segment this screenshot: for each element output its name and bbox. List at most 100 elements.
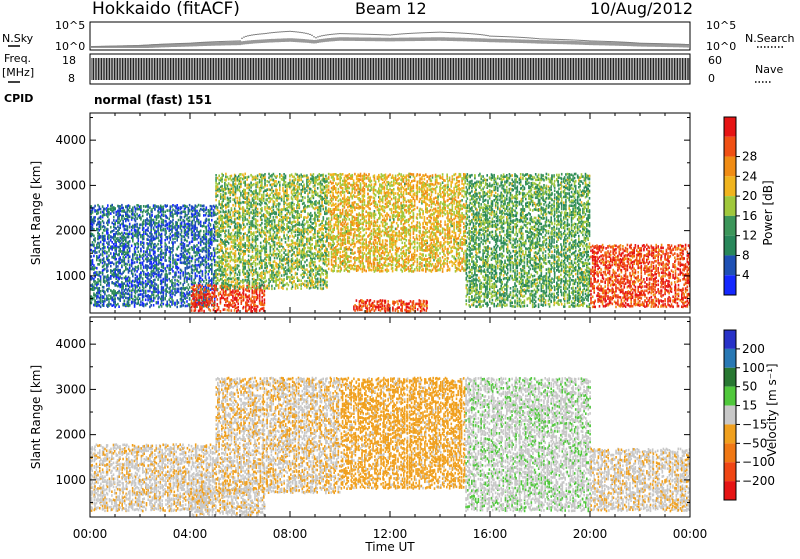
heatmap-cell [202,209,204,212]
beam-title: Beam 12 [355,0,427,18]
heatmap-cell [99,263,101,266]
heatmap-cell [237,302,239,305]
nsearch-point [340,33,341,34]
nsearch-point [192,43,193,44]
nsearch-point [656,43,657,44]
heatmap-cell [108,241,110,244]
heatmap-cell [100,225,102,228]
heatmap-cell [143,271,145,274]
nsearch-point [292,31,293,32]
nsearch-point [522,37,523,38]
heatmap-cell [106,251,108,254]
heatmap-cell [143,246,145,249]
heatmap-cell [232,280,234,283]
nsearch-point [550,39,551,40]
nsearch-point [154,44,155,45]
heatmap-cell [249,262,251,265]
heatmap-cell [108,243,110,246]
heatmap-cell [261,274,263,277]
heatmap-cell [158,271,160,274]
heatmap-cell [129,264,131,267]
heatmap-cell [255,259,257,262]
heatmap-cell [181,211,183,214]
heatmap-cell [214,226,216,229]
heatmap-cell [161,255,163,258]
heatmap-cell [195,259,197,262]
heatmap-cell [118,305,120,308]
heatmap-cell [119,205,121,208]
heatmap-cell [94,205,96,208]
heatmap-cell [243,233,245,236]
heatmap-cell [228,279,230,282]
heatmap-cell [110,295,112,298]
nsearch-point [536,38,537,39]
heatmap-cell [255,210,257,213]
heatmap-cell [208,250,210,253]
heatmap-cell [163,294,165,297]
heatmap-cell [186,291,188,294]
heatmap-cell [129,294,131,297]
heatmap-cell [232,294,234,297]
heatmap-cell [154,282,156,285]
nsearch-point [266,33,267,34]
heatmap-cell [100,221,102,224]
heatmap-cell [218,235,220,238]
heatmap-cell [261,227,263,230]
heatmap-cell [232,241,234,244]
heatmap-cell [154,264,156,267]
nsearch-point [160,44,161,45]
heatmap-cell [249,286,251,289]
heatmap-cell [149,290,151,293]
nsearch-point [194,42,195,43]
heatmap-cell [253,231,255,234]
heatmap-cell [230,194,232,197]
heatmap-cell [225,230,227,233]
heatmap-cell [150,246,152,249]
nsearch-point [332,34,333,35]
heatmap-cell [147,230,149,233]
heatmap-cell [250,206,252,209]
heatmap-cell [147,204,149,207]
heatmap-cell [208,224,210,227]
heatmap-cell [108,298,110,301]
heatmap-cell [172,222,174,225]
heatmap-cell [243,293,245,296]
heatmap-cell [196,244,198,247]
heatmap-cell [222,258,224,261]
heatmap-cell [186,286,188,289]
heatmap-cell [170,209,172,212]
heatmap-cell [257,278,259,281]
heatmap-cell [228,202,230,205]
heatmap-cell [214,238,216,241]
heatmap-cell [236,310,238,313]
heatmap-cell [241,294,243,297]
heatmap-cell [172,254,174,257]
heatmap-cell [200,230,202,233]
heatmap-cell [180,275,182,278]
nsearch-point [176,43,177,44]
nsearch-point [432,32,433,33]
heatmap-cell [249,274,251,277]
heatmap-cell [235,264,237,267]
heatmap-cell [227,297,229,300]
heatmap-cell [170,229,172,232]
heatmap-cell [125,268,127,271]
heatmap-cell [203,242,205,245]
nsearch-point [170,43,171,44]
nsearch-point [396,34,397,35]
heatmap-cell [211,273,213,276]
heatmap-cell [129,231,131,234]
heatmap-cell [237,176,239,179]
heatmap-cell [253,286,255,289]
nsearch-point [244,37,245,38]
heatmap-cell [140,267,142,270]
heatmap-cell [244,216,246,219]
heatmap-cell [122,215,124,218]
heatmap-cell [113,211,115,214]
heatmap-cell [255,245,257,248]
heatmap-cell [214,287,216,290]
heatmap-cell [222,283,224,286]
heatmap-cell [217,232,219,235]
nsearch-point [258,34,259,35]
